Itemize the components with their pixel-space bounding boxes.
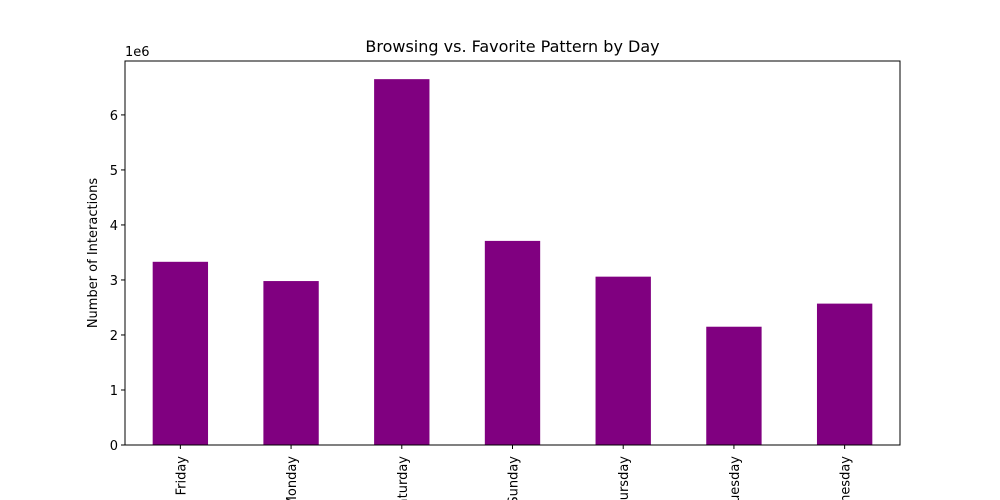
y-axis-scale-label: 1e6: [125, 45, 150, 60]
x-axis-ticks: Friday Monday Saturday Sunday Thursday Tuesda…: [174, 445, 854, 500]
y-tick-label: 3: [110, 274, 118, 289]
y-axis-label: Number of Interactions: [86, 178, 101, 329]
plot-area-frame: [124, 60, 901, 446]
x-tick-label: Saturday: [396, 456, 411, 500]
y-tick-label: 2: [110, 329, 118, 344]
bar-monday: [263, 281, 319, 445]
x-tick-label: Wednesday: [839, 456, 854, 500]
bars-group: [152, 79, 873, 445]
bar-sunday: [484, 240, 541, 445]
x-tick-label: Monday: [285, 456, 300, 500]
bar-friday: [152, 261, 209, 445]
bar-saturday: [374, 79, 430, 445]
bar-thursday: [595, 276, 651, 445]
y-tick-label: 5: [110, 164, 118, 179]
y-axis-ticks: 0 1 2 3 4 5 6: [110, 109, 125, 454]
bar-tuesday: [706, 326, 762, 445]
x-tick-label: Friday: [174, 456, 189, 496]
x-tick-label: Tuesday: [728, 456, 743, 500]
y-tick-label: 0: [110, 439, 118, 454]
x-tick-label: Thursday: [617, 456, 632, 500]
y-tick-label: 6: [110, 109, 118, 124]
y-tick-label: 1: [110, 384, 118, 399]
y-tick-label: 4: [110, 219, 118, 234]
x-tick-label: Sunday: [507, 456, 522, 500]
chart-title: Browsing vs. Favorite Pattern by Day: [365, 37, 659, 56]
bar-wednesday: [816, 303, 873, 445]
